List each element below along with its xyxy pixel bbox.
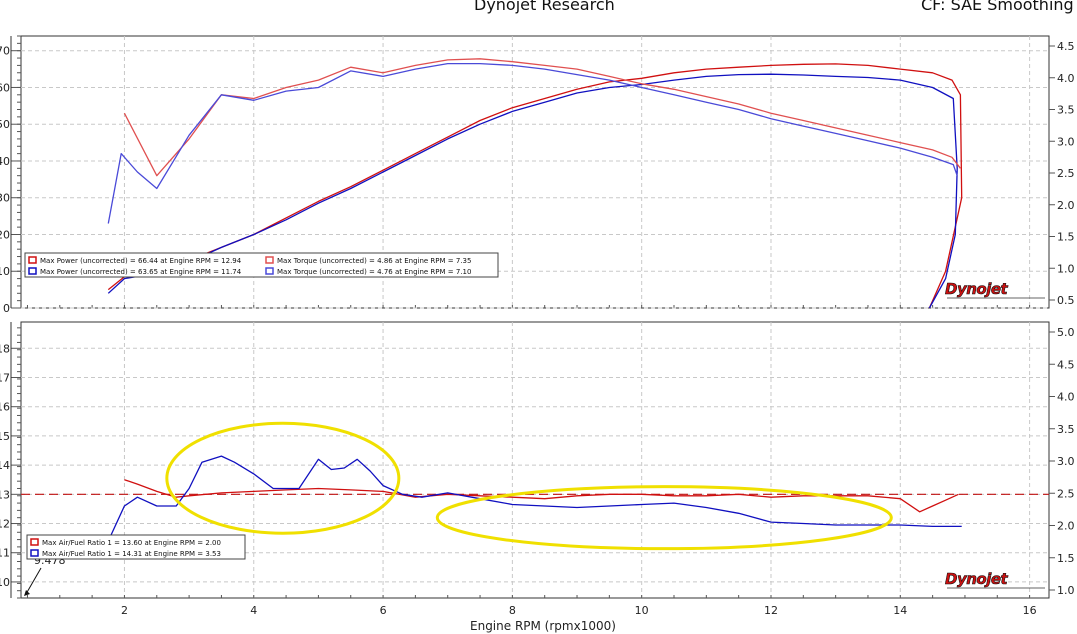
y-tick-label: 14 xyxy=(0,459,10,472)
legend-box xyxy=(24,252,499,278)
x-tick-label: 8 xyxy=(509,604,516,617)
right-tick-label: 0.5 xyxy=(1057,294,1075,307)
chart-title-right: CF: SAE Smoothing xyxy=(921,0,1074,14)
legend-entry: Max Air/Fuel Ratio 1 = 14.31 at Engine R… xyxy=(42,550,221,558)
x-axis-label: Engine RPM (rpmx1000) xyxy=(470,619,616,633)
annotation-arrow xyxy=(25,567,42,595)
legend-swatch xyxy=(265,256,274,264)
right-tick-label: 1.5 xyxy=(1057,231,1075,244)
y-tick-label: 17 xyxy=(0,371,10,384)
right-tick-label: 1.0 xyxy=(1057,262,1075,275)
series-line-blue xyxy=(107,62,958,224)
y-tick-label: 18 xyxy=(0,342,10,355)
y-tick-label: 16 xyxy=(0,401,10,414)
right-tick-label: 1.0 xyxy=(1057,584,1075,597)
right-tick-label: 4.5 xyxy=(1057,40,1075,53)
right-tick-label: 2.0 xyxy=(1057,199,1075,212)
y-tick-label: 20 xyxy=(0,228,10,241)
y-tick-label: 60 xyxy=(0,81,10,94)
x-tick-label: 12 xyxy=(764,604,778,617)
y-tick-label: 40 xyxy=(0,155,10,168)
y-tick-label: 50 xyxy=(0,118,10,131)
y-tick-label: 70 xyxy=(0,45,10,58)
x-tick-label: 14 xyxy=(893,604,907,617)
legend-swatch xyxy=(28,256,37,264)
right-tick-label: 3.5 xyxy=(1057,104,1075,117)
right-tick-label: 2.0 xyxy=(1057,520,1075,533)
series-line-red xyxy=(124,479,959,513)
chart-title-left: Dynojet Research xyxy=(474,0,615,14)
annotation-arrow-head xyxy=(24,590,30,596)
y-tick-label: 15 xyxy=(0,430,10,443)
right-tick-label: 4.0 xyxy=(1057,72,1075,85)
y-tick-label: 10 xyxy=(0,265,10,278)
x-tick-label: 4 xyxy=(250,604,257,617)
legend-entry: Max Air/Fuel Ratio 1 = 13.60 at Engine R… xyxy=(42,539,221,547)
legend-entry: Max Torque (uncorrected) = 4.86 at Engin… xyxy=(277,257,471,265)
right-tick-label: 4.5 xyxy=(1057,358,1075,371)
legend-swatch xyxy=(265,267,274,275)
right-tick-label: 3.0 xyxy=(1057,135,1075,148)
legend-swatch xyxy=(30,549,39,557)
right-tick-label: 2.5 xyxy=(1057,167,1075,180)
series-line-blue xyxy=(107,455,962,542)
legend-box xyxy=(26,534,246,560)
y-tick-label: 12 xyxy=(0,518,10,531)
dynojet-logo: Dynojet xyxy=(945,280,1009,298)
x-tick-label: 16 xyxy=(1023,604,1037,617)
panel-power-torque: 0 10 20 30 40 50 60 70 0.5 1.0 1.5 2.0 2.5 3.0 3.5 4.0 4… xyxy=(0,35,1075,315)
series-line-blue xyxy=(107,73,958,309)
highlight-ellipse-left xyxy=(165,421,401,535)
right-tick-label: 3.0 xyxy=(1057,455,1075,468)
y-tick-label: 10 xyxy=(0,576,10,589)
x-tick-label: 10 xyxy=(635,604,649,617)
right-tick-label: 3.5 xyxy=(1057,423,1075,436)
dynojet-logo: Dynojet xyxy=(945,570,1009,588)
x-tick-label: 2 xyxy=(121,604,128,617)
series-line-red xyxy=(123,58,961,177)
right-tick-label: 5.0 xyxy=(1057,326,1075,339)
y-tick-label: 0 xyxy=(3,302,10,315)
y-tick-label: 13 xyxy=(0,488,10,501)
y-tick-label: 30 xyxy=(0,192,10,205)
y-tick-label: 11 xyxy=(0,547,10,560)
legend-swatch xyxy=(28,267,37,275)
legend-entry: Max Power (uncorrected) = 63.65 at Engin… xyxy=(40,268,242,276)
right-tick-label: 4.0 xyxy=(1057,391,1075,404)
right-tick-label: 2.5 xyxy=(1057,487,1075,500)
legend-entry: Max Power (uncorrected) = 66.44 at Engin… xyxy=(40,257,242,265)
legend-entry: Max Torque (uncorrected) = 4.76 at Engin… xyxy=(277,268,471,276)
legend-swatch xyxy=(30,538,39,546)
right-tick-label: 1.5 xyxy=(1057,552,1075,565)
highlight-ellipse-right xyxy=(435,485,893,551)
x-tick-label: 6 xyxy=(380,604,387,617)
panel-air-fuel: 2 4 6 8 10 12 14 16 10 11 12 13 14 15 16 17 18 1.0 1.5 2.0 2… xyxy=(0,321,1075,617)
